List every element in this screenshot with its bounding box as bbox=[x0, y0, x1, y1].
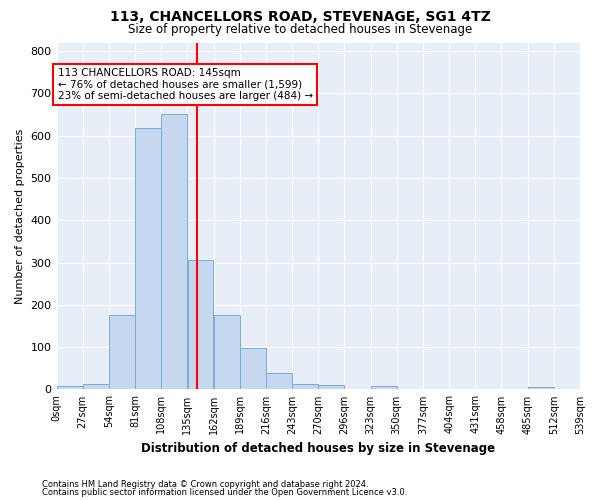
Bar bbox=[188, 260, 214, 390]
Text: 113 CHANCELLORS ROAD: 145sqm
← 76% of detached houses are smaller (1,599)
23% of: 113 CHANCELLORS ROAD: 145sqm ← 76% of de… bbox=[58, 68, 313, 101]
Text: Contains HM Land Registry data © Crown copyright and database right 2024.: Contains HM Land Registry data © Crown c… bbox=[42, 480, 368, 489]
Bar bbox=[266, 372, 292, 390]
Bar bbox=[292, 384, 318, 390]
Bar bbox=[135, 128, 161, 390]
Bar bbox=[109, 316, 135, 390]
Bar bbox=[161, 114, 187, 390]
Bar bbox=[528, 388, 554, 390]
Bar bbox=[214, 316, 239, 390]
Y-axis label: Number of detached properties: Number of detached properties bbox=[15, 128, 25, 304]
Bar bbox=[319, 385, 344, 390]
Bar bbox=[83, 384, 109, 390]
Text: 113, CHANCELLORS ROAD, STEVENAGE, SG1 4TZ: 113, CHANCELLORS ROAD, STEVENAGE, SG1 4T… bbox=[110, 10, 490, 24]
X-axis label: Distribution of detached houses by size in Stevenage: Distribution of detached houses by size … bbox=[141, 442, 496, 455]
Bar bbox=[56, 386, 83, 390]
Text: Contains public sector information licensed under the Open Government Licence v3: Contains public sector information licen… bbox=[42, 488, 407, 497]
Bar bbox=[240, 348, 266, 390]
Text: Size of property relative to detached houses in Stevenage: Size of property relative to detached ho… bbox=[128, 22, 472, 36]
Bar bbox=[371, 386, 397, 390]
